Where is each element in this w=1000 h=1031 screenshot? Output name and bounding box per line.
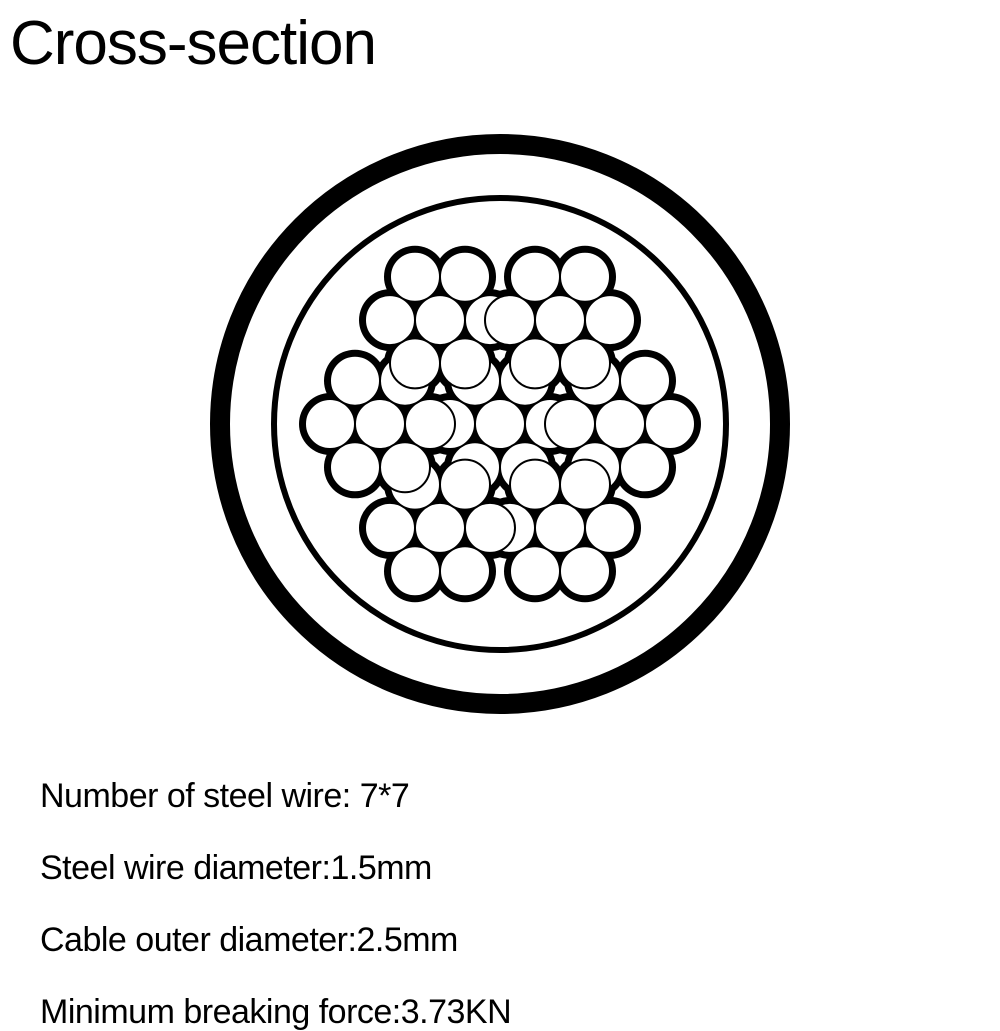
spec-label: Steel wire diameter [40, 849, 322, 887]
spec-label: Number of steel wire [40, 777, 342, 815]
spec-sep: : [392, 993, 401, 1031]
spec-row: Steel wire diameter:1.5mm [40, 851, 1000, 885]
cross-section-diagram [0, 124, 1000, 724]
spec-sep: : [342, 777, 360, 815]
spec-row: Minimum breaking force:3.73KN [40, 995, 1000, 1029]
page-title: Cross-section [0, 0, 1000, 79]
spec-value: 1.5mm [330, 849, 431, 887]
specifications: Number of steel wire: 7*7 Steel wire dia… [0, 779, 1000, 1029]
spec-value: 7*7 [360, 777, 410, 815]
spec-value: 3.73KN [401, 993, 511, 1031]
spec-row: Cable outer diameter:2.5mm [40, 923, 1000, 957]
spec-row: Number of steel wire: 7*7 [40, 779, 1000, 813]
spec-label: Cable outer diameter [40, 921, 348, 959]
spec-label: Minimum breaking force [40, 993, 392, 1031]
spec-value: 2.5mm [356, 921, 457, 959]
